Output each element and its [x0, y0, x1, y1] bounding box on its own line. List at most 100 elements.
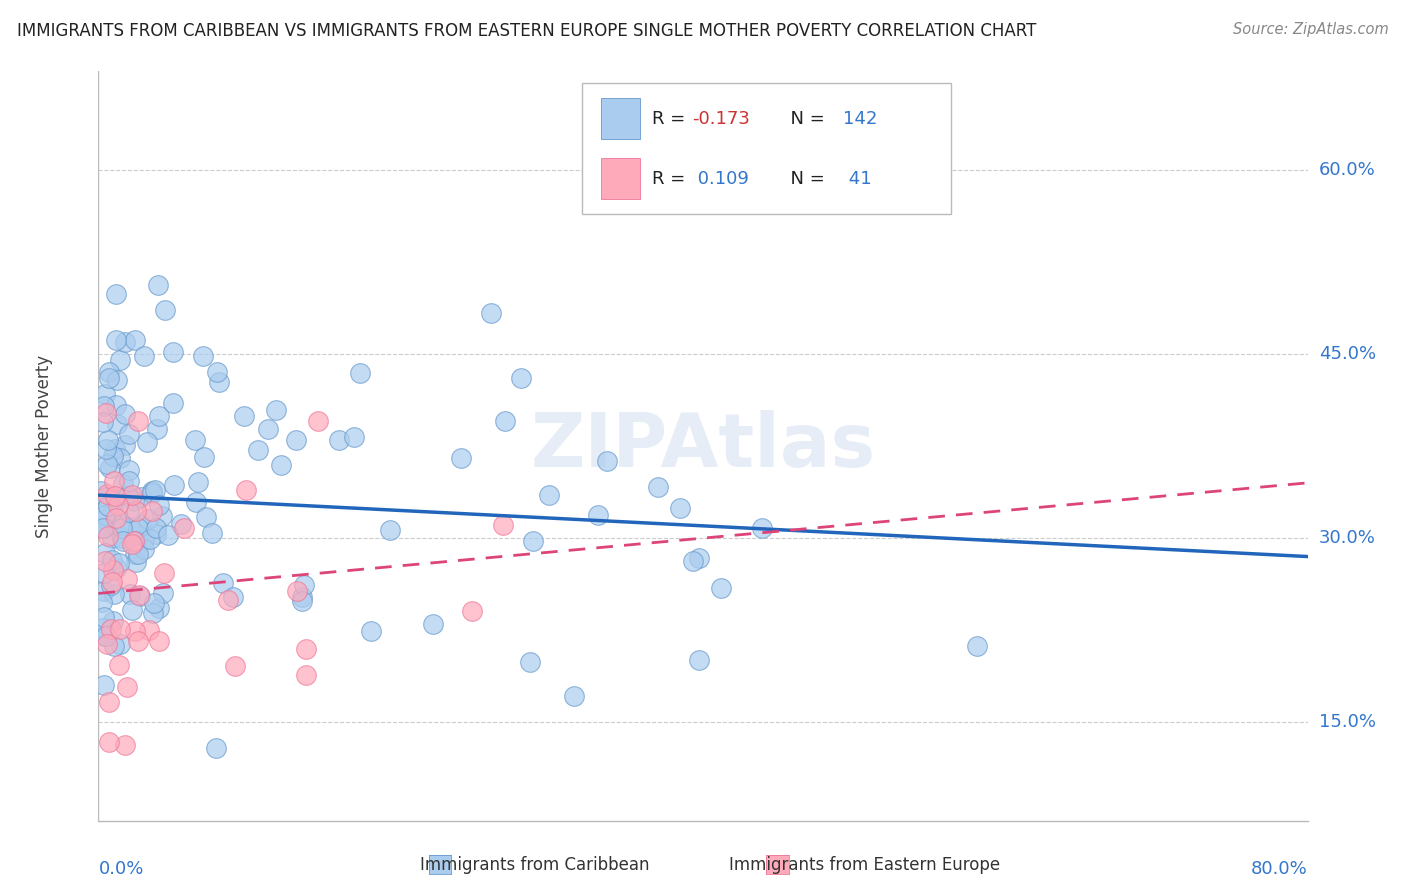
Point: [647, 480, 669, 494]
Point: [460, 604, 482, 618]
Point: [162, 344, 184, 359]
Point: [118, 505, 141, 519]
Bar: [602, 158, 640, 199]
Point: [112, 534, 135, 549]
Point: [328, 433, 350, 447]
Point: [100, 578, 122, 592]
Point: [111, 531, 134, 545]
Point: [103, 474, 125, 488]
Point: [93, 399, 115, 413]
Text: -0.173: -0.173: [692, 110, 749, 128]
Point: [688, 653, 710, 667]
Point: [94, 629, 117, 643]
Text: N =: N =: [779, 169, 831, 187]
Point: [100, 622, 122, 636]
Point: [111, 477, 134, 491]
Point: [104, 442, 127, 456]
Text: Single Mother Poverty: Single Mother Poverty: [35, 354, 53, 538]
Point: [193, 450, 215, 464]
Point: [145, 521, 167, 535]
Point: [114, 334, 136, 349]
Point: [108, 451, 131, 466]
Text: N =: N =: [779, 110, 831, 128]
Point: [124, 555, 146, 569]
Point: [128, 589, 150, 603]
Point: [108, 352, 131, 367]
Point: [122, 533, 145, 548]
Point: [148, 634, 170, 648]
Point: [90, 594, 112, 608]
Point: [134, 542, 156, 557]
Point: [108, 637, 131, 651]
Point: [422, 617, 444, 632]
Point: [97, 528, 120, 542]
Point: [104, 510, 127, 524]
Point: [93, 629, 115, 643]
Point: [101, 614, 124, 628]
Point: [96, 457, 118, 471]
Point: [94, 490, 117, 504]
Text: 80.0%: 80.0%: [1251, 860, 1308, 878]
Point: [114, 408, 136, 422]
Point: [104, 489, 127, 503]
Point: [104, 334, 127, 348]
Point: [134, 349, 156, 363]
Point: [208, 375, 231, 389]
Point: [127, 547, 149, 561]
Point: [194, 510, 217, 524]
Point: [380, 524, 402, 538]
Point: [105, 286, 128, 301]
Point: [114, 438, 136, 452]
Point: [93, 609, 115, 624]
Point: [128, 588, 150, 602]
Point: [96, 405, 118, 419]
Point: [966, 639, 988, 653]
Point: [114, 739, 136, 753]
Point: [110, 517, 132, 532]
Point: [291, 593, 314, 607]
Point: [170, 517, 193, 532]
Point: [94, 442, 117, 457]
Point: [163, 477, 186, 491]
Point: [494, 413, 516, 427]
Point: [98, 695, 121, 709]
Point: [156, 528, 179, 542]
Text: 142: 142: [844, 110, 877, 128]
Point: [122, 494, 145, 508]
Point: [155, 303, 177, 318]
Point: [184, 433, 207, 447]
Point: [349, 366, 371, 380]
Point: [103, 564, 125, 578]
Point: [91, 521, 114, 535]
Point: [522, 533, 544, 548]
Text: 0.0%: 0.0%: [98, 860, 143, 878]
Point: [138, 624, 160, 638]
Point: [141, 486, 163, 500]
Point: [90, 483, 112, 498]
Point: [233, 409, 256, 423]
Point: [292, 578, 315, 592]
Point: [97, 735, 120, 749]
Point: [201, 526, 224, 541]
Point: [93, 512, 115, 526]
Point: [224, 659, 246, 673]
Point: [586, 508, 609, 523]
Point: [131, 517, 153, 532]
Point: [96, 637, 118, 651]
Point: [93, 584, 115, 599]
Point: [118, 462, 141, 476]
Text: IMMIGRANTS FROM CARIBBEAN VS IMMIGRANTS FROM EASTERN EUROPE SINGLE MOTHER POVERT: IMMIGRANTS FROM CARIBBEAN VS IMMIGRANTS …: [17, 22, 1036, 40]
Text: 60.0%: 60.0%: [1319, 161, 1375, 178]
Point: [360, 624, 382, 639]
Point: [136, 434, 159, 449]
Point: [107, 490, 129, 504]
Point: [191, 349, 214, 363]
Point: [148, 277, 170, 292]
Point: [217, 593, 239, 607]
Point: [97, 499, 120, 513]
Point: [120, 520, 142, 534]
Point: [150, 508, 173, 523]
Point: [101, 552, 124, 566]
Point: [710, 581, 733, 595]
Point: [98, 371, 121, 385]
